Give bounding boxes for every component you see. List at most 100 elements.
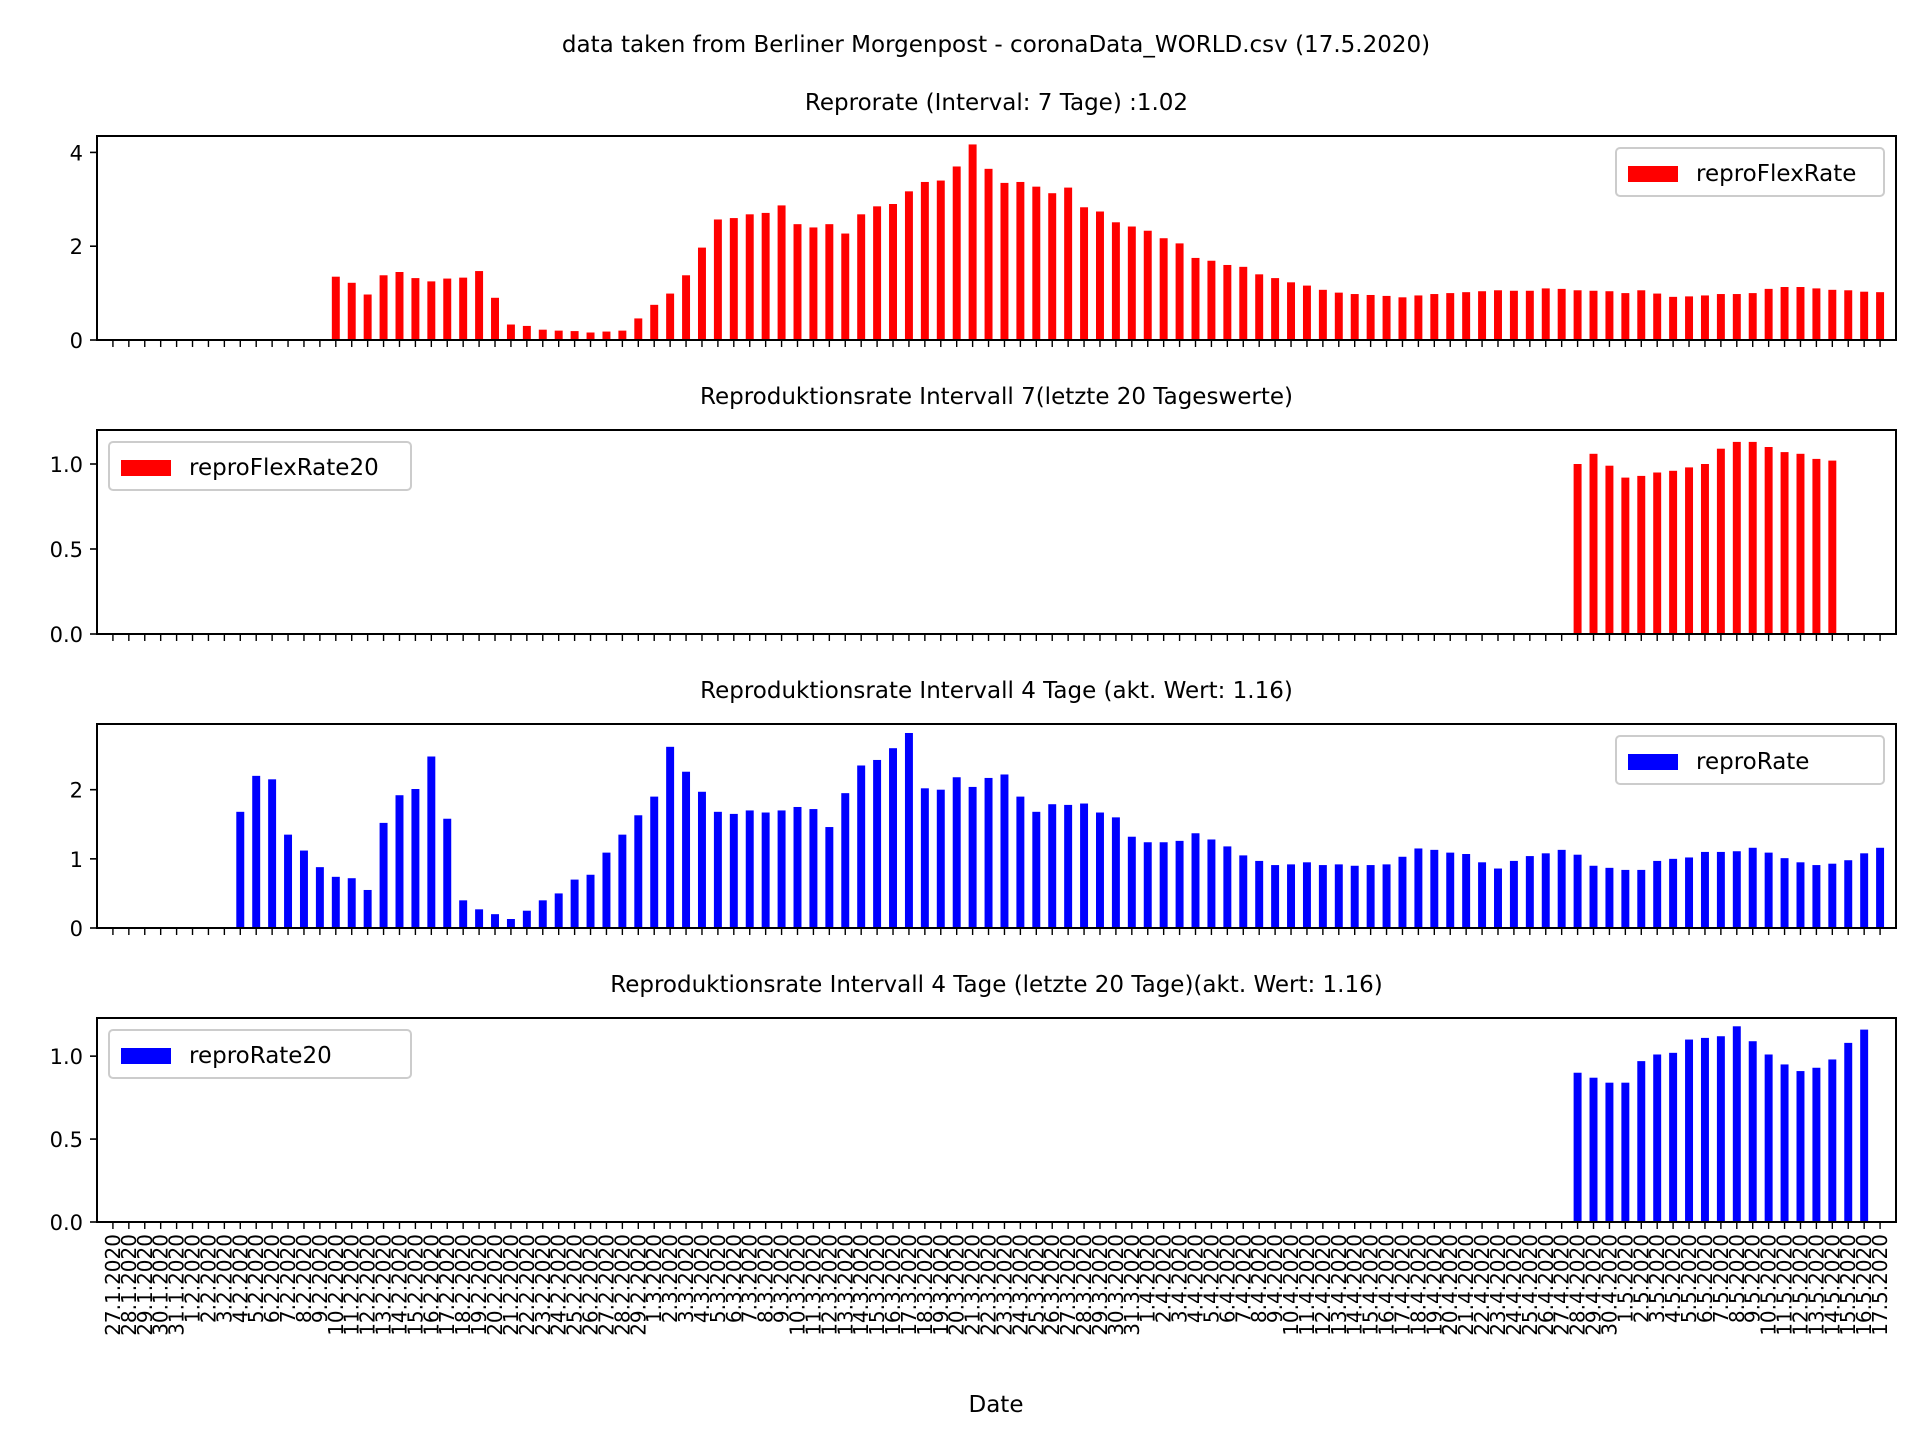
bar [1764,1054,1773,1222]
bar [1716,1036,1725,1222]
legend-swatch [1628,754,1678,770]
bar [713,811,722,928]
bar [1159,238,1168,340]
bar [1780,1064,1789,1222]
x-tick-label: 9.5.2020 [1741,1234,1765,1323]
bar [1812,1067,1821,1222]
x-tick-label: 18.4.2020 [1406,1234,1430,1336]
x-tick-label: 12.2.2020 [356,1234,380,1336]
bar [1414,848,1423,928]
bar [968,786,977,928]
bar [1494,868,1502,928]
legend-label: reproRate20 [189,1043,332,1069]
bar [1876,847,1885,928]
legend-box [1615,147,1885,197]
x-tick-label: 10.4.2020 [1279,1234,1303,1336]
x-tick-label: 2.4.2020 [1152,1234,1176,1323]
bar [936,180,945,340]
bar [729,218,738,340]
bar [522,910,531,928]
bar [1430,849,1439,928]
bar [1700,295,1709,340]
bar [1334,292,1343,340]
x-axis: 27.1.202028.1.202029.1.202030.1.202031.1… [101,1234,1892,1336]
x-tick-label: 29.2.2020 [626,1234,650,1336]
x-tick-label: 30.4.2020 [1597,1234,1621,1336]
bar [1494,290,1502,340]
x-tick-label: 7.4.2020 [1231,1234,1255,1323]
axes-frame [96,429,1897,635]
y-tick-label: 0.0 [50,1211,83,1235]
x-tick-label: 23.3.2020 [992,1234,1016,1336]
bar [1573,464,1582,634]
x-tick-label: 25.3.2020 [1024,1234,1048,1336]
bar [618,834,627,928]
y-tick-label: 1.0 [50,1045,83,1069]
bar [1016,796,1025,928]
bar [666,293,675,340]
x-tick-label: 6.2.2020 [260,1234,284,1323]
bar [1621,293,1630,340]
x-tick-label: 24.2.2020 [547,1234,571,1336]
x-tick-label: 5.3.2020 [706,1234,730,1323]
bar [1159,842,1168,928]
x-tick-label: 5.5.2020 [1677,1234,1701,1323]
bar [570,331,579,340]
x-tick-label: 16.4.2020 [1375,1234,1399,1336]
subplot-4: Reproduktionsrate Intervall 4 Tage (letz… [50,972,1897,1235]
bar [506,919,515,928]
bar [1143,842,1152,928]
bar [1669,858,1678,928]
bar [1191,257,1200,340]
x-tick-label: 9.2.2020 [308,1234,332,1323]
bar [268,779,277,928]
bar [1143,230,1152,340]
bar [1637,290,1646,340]
y-tick-label: 0.5 [50,1128,83,1152]
bar [1541,853,1550,928]
x-tick-label: 2.3.2020 [658,1234,682,1323]
bar [1000,182,1009,340]
x-tick-label: 2.5.2020 [1629,1234,1653,1323]
x-tick-label: 20.2.2020 [483,1234,507,1336]
bar [1350,865,1359,928]
bar [1462,854,1471,928]
x-tick-label: 12.4.2020 [1311,1234,1335,1336]
bar [1764,288,1773,340]
bar [411,789,420,928]
legend-box [108,441,412,491]
bar [363,889,372,928]
bar [1700,851,1709,928]
bar [1366,294,1375,340]
bar [1255,860,1264,928]
bar [1509,290,1518,340]
x-ticks [112,340,1881,347]
bar [1287,282,1296,340]
bar [538,329,547,340]
bar [1812,288,1821,340]
bar [1589,1077,1598,1222]
bar [1446,852,1455,928]
subplot-2: Reproduktionsrate Intervall 7(letzte 20 … [50,384,1897,647]
bar [570,879,579,928]
x-tick-label: 28.1.2020 [117,1234,141,1336]
x-tick-label: 7.2.2020 [276,1234,300,1323]
x-tick-label: 10.3.2020 [785,1234,809,1336]
x-tick-label: 19.4.2020 [1422,1234,1446,1336]
bar [252,775,261,928]
x-tick-label: 4.4.2020 [1184,1234,1208,1323]
legend-box [1615,735,1885,785]
x-tick-label: 1.5.2020 [1613,1234,1637,1323]
bar [379,275,388,340]
bar [1860,1029,1869,1222]
x-tick-label: 25.4.2020 [1518,1234,1542,1336]
x-tick-label: 17.3.2020 [897,1234,921,1336]
x-tick-label: 21.4.2020 [1454,1234,1478,1336]
x-tick-label: 26.3.2020 [1040,1234,1064,1336]
bar [666,746,675,928]
x-ticks [112,1222,1881,1229]
x-tick-label: 27.2.2020 [594,1234,618,1336]
x-tick-label: 13.2.2020 [372,1234,396,1336]
bar [236,811,245,928]
bar [1430,294,1439,340]
